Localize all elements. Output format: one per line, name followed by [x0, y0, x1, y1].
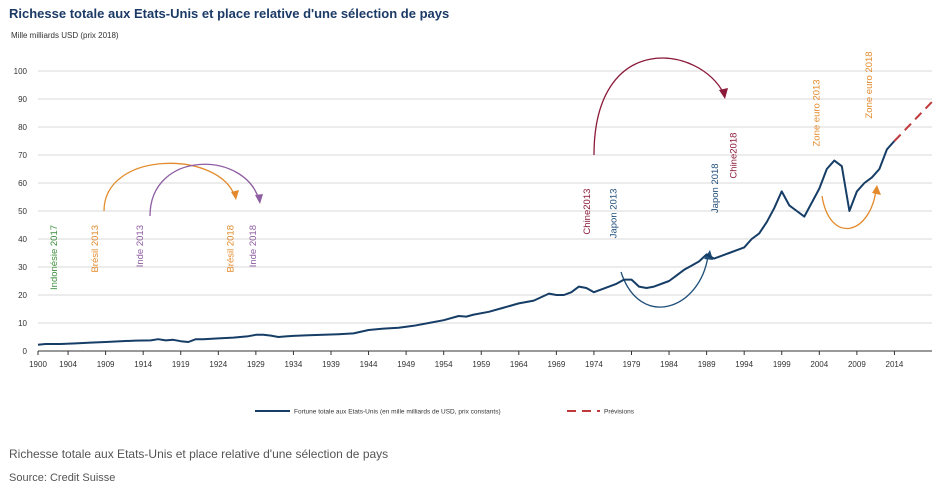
- arrowhead-chine: [719, 88, 728, 99]
- annotation-label-7: Japon 2018: [710, 163, 721, 213]
- x-tick-label-1929: 1929: [247, 360, 265, 369]
- annotation-label-10: Zone euro 2018: [864, 51, 875, 118]
- annotation-label-8: Chine2018: [729, 133, 740, 179]
- arrow-inde: [149, 163, 260, 217]
- annotation-label-6: Japon 2013: [608, 189, 619, 239]
- x-tick-label-1919: 1919: [172, 360, 190, 369]
- x-tick-label-1909: 1909: [97, 360, 115, 369]
- x-tick-label-1900: 1900: [29, 360, 47, 369]
- annotation-label-4: Inde 2018: [248, 225, 259, 267]
- y-tick-label-90: 90: [18, 95, 27, 104]
- x-tick-label-1934: 1934: [285, 360, 303, 369]
- x-tick-label-1984: 1984: [660, 360, 678, 369]
- y-tick-label-70: 70: [18, 151, 27, 160]
- y-tick-label-0: 0: [23, 347, 28, 356]
- annotation-label-1: Brésil 2013: [90, 225, 101, 273]
- y-tick-label-50: 50: [18, 207, 27, 216]
- arrowhead-zone-euro: [872, 185, 881, 195]
- x-tick-label-1959: 1959: [472, 360, 490, 369]
- x-tick-label-1974: 1974: [585, 360, 603, 369]
- x-tick-label-1969: 1969: [547, 360, 565, 369]
- y-axis-ticks: 0 10 20 30 40 50 60 70 80 90 100: [14, 67, 28, 356]
- legend-label-0: Fortune totale aux Etats-Unis (en mille …: [294, 409, 501, 416]
- x-tick-label-1939: 1939: [322, 360, 340, 369]
- y-tick-label-80: 80: [18, 123, 27, 132]
- x-tick-label-1979: 1979: [623, 360, 641, 369]
- x-axis-ticks: 1900 1904 1909 1914 1919 1924 1929 1934 1939 1944…: [29, 351, 904, 369]
- arrow-zone-euro: [821, 189, 877, 229]
- annotation-label-5: Chine2013: [582, 189, 593, 235]
- annotation-label-9: Zone euro 2013: [811, 79, 822, 146]
- x-tick-label-1944: 1944: [360, 360, 378, 369]
- y-tick-label-60: 60: [18, 179, 27, 188]
- arrow-bresil: [103, 162, 236, 212]
- arrowhead-inde: [255, 194, 263, 204]
- legend-label-1: Prévisions: [604, 409, 635, 416]
- x-tick-label-2009: 2009: [848, 360, 866, 369]
- legend: Fortune totale aux Etats-Unis (en mille …: [255, 409, 635, 416]
- series-line-0: [37, 140, 896, 346]
- y-tick-label-10: 10: [18, 319, 27, 328]
- x-tick-label-1904: 1904: [59, 360, 77, 369]
- x-tick-label-1964: 1964: [510, 360, 528, 369]
- annotation-label-3: Brésil 2018: [225, 225, 236, 273]
- x-tick-label-1949: 1949: [397, 360, 415, 369]
- annotation-label-2: Inde 2013: [135, 225, 146, 267]
- chart-title: Richesse totale aux Etats-Unis et place …: [9, 6, 450, 21]
- series-lines: [37, 101, 933, 346]
- x-tick-label-1924: 1924: [209, 360, 227, 369]
- grid-lines: [38, 70, 932, 352]
- figure-source: Source: Credit Suisse: [9, 472, 116, 484]
- y-tick-label-40: 40: [18, 235, 27, 244]
- x-tick-label-1999: 1999: [773, 360, 791, 369]
- x-tick-label-2004: 2004: [810, 360, 828, 369]
- y-axis-unit: Mille milliards USD (prix 2018): [11, 31, 119, 40]
- annotation-arrows: [103, 57, 881, 308]
- figure-caption: Richesse totale aux Etats-Unis et place …: [9, 447, 389, 461]
- x-tick-label-1914: 1914: [134, 360, 152, 369]
- x-tick-label-2014: 2014: [886, 360, 904, 369]
- arrow-chine: [593, 57, 725, 156]
- annotation-label-0: Indonésie 2017: [49, 225, 60, 290]
- series-line-1: [893, 101, 933, 142]
- x-tick-label-1989: 1989: [698, 360, 716, 369]
- y-tick-label-20: 20: [18, 291, 27, 300]
- y-tick-label-100: 100: [14, 67, 28, 76]
- arrowhead-bresil: [231, 190, 239, 200]
- annotations: Indonésie 2017 Brésil 2013 Inde 2013 Brésil…: [49, 51, 875, 290]
- x-tick-label-1994: 1994: [735, 360, 753, 369]
- x-tick-label-1954: 1954: [435, 360, 453, 369]
- y-tick-label-30: 30: [18, 263, 27, 272]
- arrow-japon: [620, 255, 709, 308]
